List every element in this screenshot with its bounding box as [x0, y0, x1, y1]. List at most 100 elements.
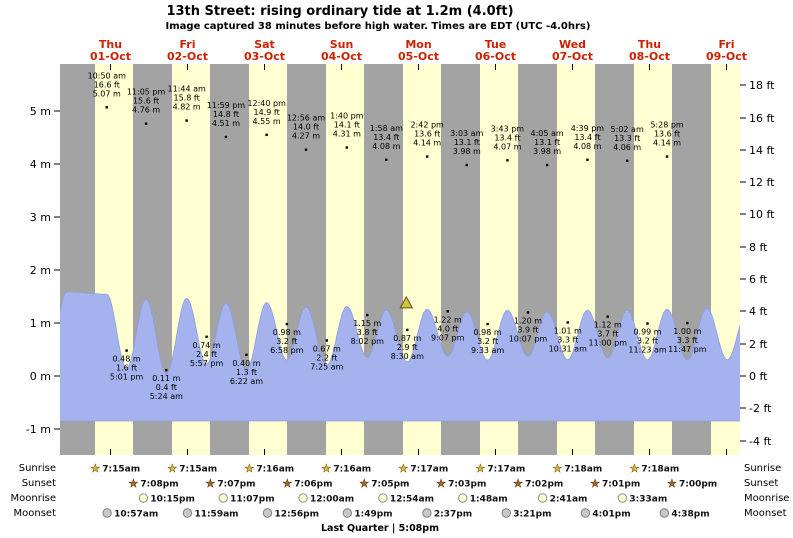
- sunset-time: 7:01pm: [602, 480, 640, 490]
- high-tide-time: 1:58 am: [370, 124, 403, 133]
- sunset-star-icon: ★: [590, 477, 600, 490]
- left-axis-label: 5 m: [30, 105, 51, 118]
- low-tide-dot: [486, 322, 489, 326]
- low-tide-height-ft: 3.2 ft: [276, 337, 297, 346]
- low-tide-time: 5:57 pm: [190, 359, 224, 368]
- high-tide-dot: [545, 163, 549, 167]
- high-tide-dot: [625, 159, 629, 163]
- chart-generated-layer: Thu01-OctFri02-OctSat03-OctSun04-OctMon0…: [26, 38, 775, 520]
- low-tide-dot: [686, 321, 689, 325]
- right-axis-label: 0 ft: [749, 370, 768, 383]
- low-tide-height-ft: 3.2 ft: [637, 337, 658, 346]
- low-tide-height-m: 1.15 m: [353, 319, 381, 328]
- day-label-dow: Wed: [559, 38, 586, 51]
- high-tide-dot: [465, 163, 468, 167]
- high-tide-height-ft: 15.8 ft: [174, 94, 200, 103]
- moonrise-circle-icon: [218, 493, 228, 503]
- moonset-time: 3:21pm: [513, 510, 551, 520]
- high-tide-time: 12:56 am: [287, 114, 326, 123]
- low-tide-height-m: 0.48 m: [113, 355, 141, 364]
- sunset-star-icon: ★: [128, 477, 138, 490]
- astro-label-moonrise-left: Moonrise: [11, 493, 56, 504]
- moonset-time: 12:56pm: [274, 510, 318, 520]
- high-tide-height-ft: 13.4 ft: [373, 133, 399, 142]
- high-tide-time: 11:44 am: [167, 85, 206, 94]
- sunset-time: 7:00pm: [679, 480, 717, 490]
- moonset-circle-icon: [501, 508, 511, 518]
- sunrise-star-icon: ★: [552, 462, 562, 475]
- sunset-time: 7:02pm: [525, 480, 563, 490]
- high-tide-height-m: 4.07 m: [493, 142, 521, 151]
- astro-label-moonset-left: Moonset: [14, 508, 57, 519]
- high-tide-height-m: 4.55 m: [253, 117, 281, 126]
- left-axis-label: 2 m: [30, 264, 51, 277]
- high-tide-height-ft: 15.6 ft: [133, 97, 159, 106]
- high-tide-dot: [304, 148, 308, 151]
- low-tide-height-m: 0.74 m: [193, 341, 221, 350]
- low-tide-time: 9:33 am: [471, 346, 504, 355]
- sunrise-star-icon: ★: [167, 462, 177, 475]
- high-tide-time: 2:42 pm: [410, 121, 444, 130]
- high-tide-time: 3:43 pm: [491, 124, 525, 133]
- low-tide-height-m: 1.00 m: [673, 327, 701, 336]
- low-tide-height-m: 0.40 m: [232, 359, 260, 368]
- moonset-time: 2:37pm: [434, 510, 472, 520]
- low-tide-time: 5:01 pm: [110, 373, 144, 382]
- high-tide-height-ft: 14.0 ft: [293, 123, 319, 132]
- day-label-dow: Fri: [179, 38, 195, 51]
- current-tide-marker-icon: [399, 295, 414, 309]
- low-tide-height-ft: 1.6 ft: [116, 364, 137, 373]
- right-axis-label: 16 ft: [749, 112, 775, 125]
- high-tide-dot: [185, 119, 188, 122]
- astro-label-sunset-right: Sunset: [744, 478, 778, 489]
- high-tide-height-ft: 14.8 ft: [213, 110, 239, 119]
- moonrise-circle-icon: [537, 493, 548, 503]
- low-tide-dot: [446, 310, 449, 313]
- moonset-circle-icon: [182, 508, 193, 518]
- high-tide-height-ft: 13.1 ft: [534, 138, 560, 147]
- high-tide-height-m: 4.06 m: [613, 143, 641, 152]
- low-tide-time: 6:22 am: [230, 377, 263, 386]
- high-tide-dot: [224, 135, 228, 139]
- low-tide-time: 6:58 pm: [270, 346, 304, 355]
- low-tide-height-ft: 3.3 ft: [677, 336, 698, 345]
- sunset-time: 7:05pm: [371, 480, 409, 490]
- moonrise-circle-icon: [298, 493, 308, 503]
- high-tide-time: 5:28 pm: [650, 121, 684, 130]
- low-tide-time: 8:02 pm: [351, 337, 385, 346]
- high-tide-height-ft: 14.9 ft: [254, 108, 280, 117]
- moon-phase-text: Last Quarter | 5:08pm: [321, 523, 439, 534]
- sunrise-time: 7:16am: [333, 465, 371, 475]
- moonrise-time: 12:00am: [310, 495, 354, 505]
- sunset-time: 7:06pm: [294, 480, 332, 490]
- low-tide-dot: [245, 353, 248, 356]
- low-tide-dot: [125, 349, 128, 352]
- right-axis-label: 8 ft: [749, 241, 768, 254]
- high-tide-dot: [144, 122, 148, 125]
- low-tide-height-m: 1.20 m: [514, 316, 542, 325]
- day-label-dow: Mon: [405, 38, 431, 51]
- sunrise-time: 7:18am: [641, 465, 679, 475]
- left-axis-label: 1 m: [30, 317, 51, 330]
- low-tide-time: 8:30 am: [391, 352, 424, 361]
- sunrise-star-icon: ★: [629, 462, 639, 475]
- left-axis-label: 4 m: [30, 158, 51, 171]
- day-label-date: 07-Oct: [552, 50, 593, 63]
- high-tide-dot: [105, 106, 108, 109]
- day-label-dow: Sat: [254, 38, 275, 51]
- low-tide-time: 5:24 am: [150, 392, 183, 401]
- high-tide-dot: [425, 155, 429, 158]
- sunrise-star-icon: ★: [244, 462, 254, 475]
- astro-label-sunrise-right: Sunrise: [744, 463, 781, 474]
- sunrise-time: 7:15am: [102, 465, 140, 475]
- right-axis-label: 18 ft: [749, 79, 775, 92]
- astro-label-moonrise-right: Moonrise: [744, 493, 789, 504]
- low-tide-height-m: 1.12 m: [594, 321, 622, 330]
- high-tide-height-ft: 13.3 ft: [614, 134, 640, 143]
- high-tide-time: 4:05 am: [530, 129, 563, 138]
- sunset-time: 7:03pm: [448, 480, 486, 490]
- sunrise-time: 7:15am: [179, 465, 217, 475]
- high-tide-dot: [345, 146, 349, 149]
- high-tide-height-m: 4.82 m: [173, 103, 201, 112]
- day-label-date: 02-Oct: [167, 50, 208, 63]
